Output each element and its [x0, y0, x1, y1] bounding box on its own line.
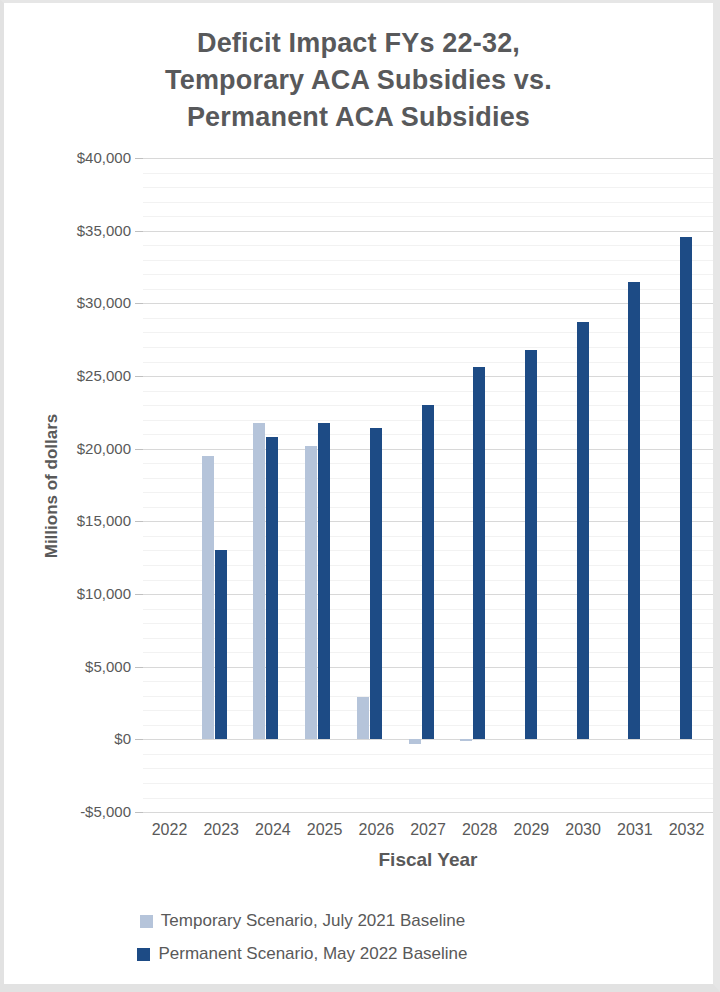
- gridline-minor: [143, 768, 713, 769]
- y-tick-label: $5,000: [31, 659, 131, 675]
- y-axis-tick: [135, 739, 143, 740]
- x-tick-label: 2026: [350, 821, 402, 839]
- y-axis-tick: [135, 594, 143, 595]
- y-tick-label: $20,000: [31, 441, 131, 457]
- legend: Temporary Scenario, July 2021 Baseline Pe…: [0, 911, 657, 964]
- y-axis-tick: [135, 158, 143, 159]
- bar-temporary-2025: [305, 446, 317, 740]
- gridline-major: [143, 739, 713, 740]
- x-axis-title: Fiscal Year: [143, 849, 713, 871]
- bar-permanent-2027: [422, 405, 434, 739]
- y-axis-tick: [135, 303, 143, 304]
- chart-page: Deficit Impact FYs 22-32, Temporary ACA …: [0, 0, 720, 992]
- gridline-minor: [143, 783, 713, 784]
- legend-item-temporary: Temporary Scenario, July 2021 Baseline: [140, 911, 465, 931]
- y-axis-tick: [135, 812, 143, 813]
- legend-swatch-icon: [137, 948, 150, 961]
- y-tick-label: $15,000: [31, 513, 131, 529]
- y-tick-label: $40,000: [31, 150, 131, 166]
- gridline-minor: [143, 216, 713, 217]
- gridline-minor: [143, 798, 713, 799]
- x-tick-label: 2029: [505, 821, 557, 839]
- bar-temporary-2023: [202, 456, 214, 739]
- y-axis-tick: [135, 667, 143, 668]
- legend-item-permanent: Permanent Scenario, May 2022 Baseline: [137, 944, 467, 964]
- y-axis-tick: [135, 231, 143, 232]
- gridline-minor: [143, 187, 713, 188]
- gridline-minor: [143, 202, 713, 203]
- y-tick-label: -$5,000: [31, 804, 131, 820]
- x-tick-label: 2031: [609, 821, 661, 839]
- x-tick-label: 2022: [144, 821, 196, 839]
- gridline-minor: [143, 754, 713, 755]
- gridline-minor: [143, 274, 713, 275]
- bar-permanent-2031: [628, 282, 640, 740]
- y-tick-label: $10,000: [31, 586, 131, 602]
- x-tick-label: 2028: [454, 821, 506, 839]
- gridline-minor: [143, 245, 713, 246]
- y-axis-tick: [135, 449, 143, 450]
- bar-permanent-2028: [473, 367, 485, 739]
- y-tick-label: $35,000: [31, 223, 131, 239]
- bar-permanent-2030: [577, 322, 589, 739]
- bar-permanent-2026: [370, 428, 382, 739]
- bar-permanent-2032: [680, 237, 692, 740]
- plot-area: $40,000 $35,000 $30,000 $25,000 $20,000 $15,0…: [4, 3, 720, 992]
- bar-temporary-2026: [357, 697, 369, 739]
- bar-permanent-2023: [215, 550, 227, 739]
- x-tick-label: 2025: [299, 821, 351, 839]
- legend-swatch-icon: [140, 915, 153, 928]
- y-tick-label: $30,000: [31, 295, 131, 311]
- bar-temporary-2028: [460, 739, 472, 741]
- y-tick-label: $0: [31, 731, 131, 747]
- gridline-major: [143, 158, 713, 159]
- x-tick-label: 2024: [247, 821, 299, 839]
- y-axis-tick: [135, 521, 143, 522]
- gridline-major: [143, 231, 713, 232]
- bar-temporary-2024: [253, 423, 265, 740]
- x-tick-label: 2023: [195, 821, 247, 839]
- bar-permanent-2024: [266, 437, 278, 739]
- x-tick-label: 2030: [557, 821, 609, 839]
- bar-permanent-2029: [525, 350, 537, 740]
- gridline-minor: [143, 260, 713, 261]
- bar-temporary-2027: [409, 739, 421, 743]
- gridline-major: [143, 812, 713, 813]
- y-axis-tick: [135, 376, 143, 377]
- bar-permanent-2025: [318, 423, 330, 740]
- y-tick-label: $25,000: [31, 368, 131, 384]
- x-tick-label: 2027: [402, 821, 454, 839]
- x-tick-label: 2032: [661, 821, 713, 839]
- legend-label: Permanent Scenario, May 2022 Baseline: [158, 944, 467, 964]
- gridline-minor: [143, 173, 713, 174]
- legend-label: Temporary Scenario, July 2021 Baseline: [161, 911, 465, 931]
